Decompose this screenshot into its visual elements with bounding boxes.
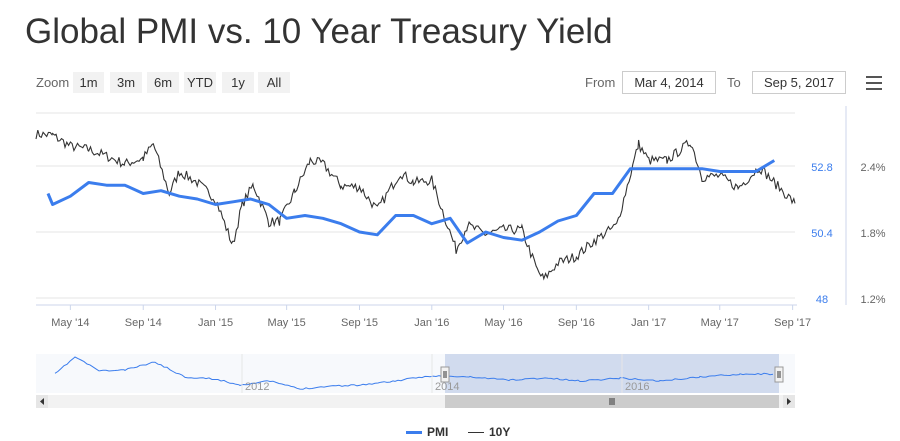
x-tick-label: Sep '16 [558, 317, 595, 329]
to-date-input[interactable]: Sep 5, 2017 [752, 71, 846, 94]
zoom-1y-button[interactable]: 1y [222, 72, 254, 93]
chart-title: Global PMI vs. 10 Year Treasury Yield [25, 12, 613, 51]
hamburger-menu-icon[interactable] [866, 76, 882, 90]
10y-swatch-icon [468, 431, 484, 433]
series-10y-line [35, 129, 796, 281]
x-tick-label: Jan '17 [631, 317, 666, 329]
x-tick-label: May '14 [51, 317, 89, 329]
legend-item-pmi[interactable]: PMI [406, 425, 448, 439]
x-tick-label: May '16 [484, 317, 522, 329]
x-tick-label: Sep '15 [341, 317, 378, 329]
series-pmi-line [46, 159, 776, 245]
navigator-right-handle[interactable] [774, 366, 784, 383]
x-tick-label: May '17 [701, 317, 739, 329]
navigator-selection [445, 354, 779, 393]
x-tick-label: Jan '16 [414, 317, 449, 329]
zoom-all-button[interactable]: All [258, 72, 290, 93]
zoom-3m-button[interactable]: 3m [110, 72, 142, 93]
navigator-tick-label: 2012 [245, 381, 269, 393]
yield-axis-label: 1.8% [860, 228, 885, 240]
yield-axis-label: 1.2% [860, 294, 885, 306]
chart-area: May '14 Sep '14 Jan '15 May '15 Sep '15 Jan '… [35, 106, 886, 408]
from-label: From [585, 75, 616, 90]
navigator-tick-label: 2014 [435, 381, 459, 393]
arrow-right-icon [787, 398, 791, 405]
x-tick-label: May '15 [268, 317, 306, 329]
navigator-left-handle[interactable] [440, 366, 450, 383]
arrow-left-icon [40, 398, 44, 405]
main-plot: May '14 Sep '14 Jan '15 May '15 Sep '15 Jan '… [35, 106, 886, 329]
zoom-label: Zoom [36, 75, 70, 90]
legend-label-pmi: PMI [427, 425, 449, 439]
zoom-1m-button[interactable]: 1m [73, 72, 104, 93]
navigator-tick-label: 2016 [625, 381, 649, 393]
from-date-input[interactable]: Mar 4, 2014 [622, 71, 716, 94]
legend: PMI 10Y [0, 425, 900, 441]
legend-item-10y[interactable]: 10Y [468, 425, 510, 439]
navigator: 2012 2014 2016 [36, 354, 795, 408]
x-tick-label: Sep '17 [774, 317, 811, 329]
pmi-axis-label: 52.8 [811, 162, 832, 174]
pmi-swatch-icon [406, 430, 422, 434]
zoom-6m-button[interactable]: 6m [147, 72, 179, 93]
zoom-ytd-button[interactable]: YTD [184, 72, 216, 93]
pmi-axis-label: 48 [816, 294, 828, 306]
x-tick-label: Sep '14 [125, 317, 162, 329]
yield-axis-label: 2.4% [860, 162, 885, 174]
navigator-line [54, 356, 774, 390]
legend-label-10y: 10Y [489, 425, 511, 439]
to-label: To [727, 75, 741, 90]
pmi-axis-label: 50.4 [811, 228, 832, 240]
x-tick-label: Jan '15 [198, 317, 233, 329]
